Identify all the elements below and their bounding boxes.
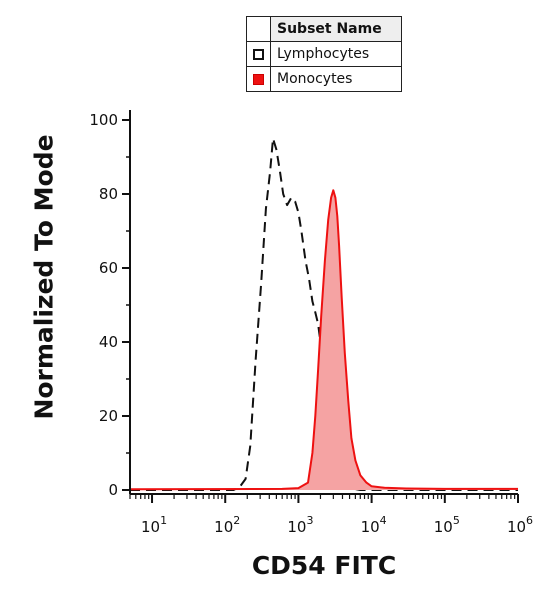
x-tick-label-1: 102 <box>214 514 240 536</box>
y-tick-label-80: 80 <box>99 185 118 203</box>
x-tick-exponent-4: 5 <box>453 514 460 527</box>
legend-label-lymphocytes: Lymphocytes <box>277 46 370 62</box>
series-line-monocytes <box>129 189 518 491</box>
legend-header: Subset Name <box>277 21 382 37</box>
x-tick-exponent-5: 6 <box>526 514 533 527</box>
x-tick-label-5: 106 <box>507 514 533 536</box>
legend-swatch-lymphocytes <box>253 48 264 60</box>
x-tick-base-5: 10 <box>507 518 526 536</box>
x-tick-base-2: 10 <box>287 518 306 536</box>
x-tick-exponent-2: 3 <box>306 514 313 527</box>
x-tick-base-4: 10 <box>434 518 453 536</box>
legend-swatch-cell-lymphocytes <box>247 42 271 66</box>
y-tick-label-20: 20 <box>99 407 118 425</box>
series-line-lymphocytes <box>130 137 518 491</box>
legend: Subset Name Lymphocytes Monocytes <box>246 16 402 92</box>
x-axis-label: CD54 FITC <box>251 551 397 580</box>
x-tick-label-4: 105 <box>434 514 460 536</box>
x-tick-base-3: 10 <box>361 518 380 536</box>
y-tick-label-0: 0 <box>108 481 118 499</box>
x-tick-label-3: 104 <box>361 514 387 536</box>
x-tick-label-0: 101 <box>141 514 167 536</box>
x-tick-label-2: 103 <box>287 514 313 536</box>
x-tick-exponent-1: 2 <box>233 514 240 527</box>
legend-swatch-cell-monocytes <box>247 67 271 91</box>
legend-header-row: Subset Name <box>247 17 401 41</box>
x-tick-base-0: 10 <box>141 518 160 536</box>
y-tick-label-40: 40 <box>99 333 118 351</box>
x-tick-exponent-3: 4 <box>380 514 387 527</box>
legend-swatch-monocytes <box>253 73 264 85</box>
legend-item-monocytes: Monocytes <box>247 66 401 91</box>
series-area-monocytes <box>130 190 518 491</box>
x-tick-exponent-0: 1 <box>160 514 167 527</box>
x-tick-base-1: 10 <box>214 518 233 536</box>
legend-header-swatch-cell <box>247 17 271 41</box>
y-tick-label-100: 100 <box>89 111 118 129</box>
legend-item-lymphocytes: Lymphocytes <box>247 41 401 66</box>
y-axis-label: Normalized To Mode <box>29 134 59 420</box>
y-axis-label-box: Normalized To Mode <box>28 110 60 444</box>
y-tick-label-60: 60 <box>99 259 118 277</box>
legend-label-monocytes: Monocytes <box>277 71 353 87</box>
